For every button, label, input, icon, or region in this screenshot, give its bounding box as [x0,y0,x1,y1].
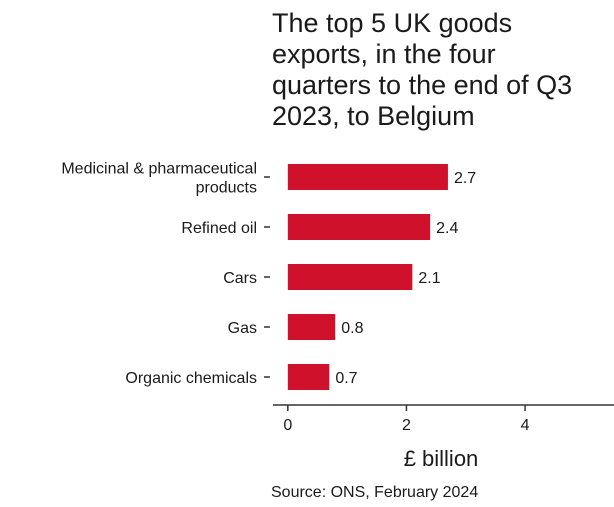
category-label: products [196,180,257,197]
chart-title-line: quarters to the end of Q3 [272,70,573,100]
bar [287,214,431,240]
category-labels-layer: Medicinal & pharmaceutical products Refine… [61,161,270,387]
source-note: Source: ONS, February 2024 [271,484,479,501]
bar [287,314,336,340]
bar-chart: 2.7 2.4 2.1 0.8 0.7 Medicinal & pharmaceutic… [61,161,614,471]
chart-title: The top 5 UK goods exports, in the four … [272,8,602,132]
category-label: Refined oil [181,220,257,237]
category-label: Organic chemicals [125,370,257,387]
x-tick-label: 0 [283,417,292,434]
bar [287,364,330,390]
bar-value-label: 2.1 [418,270,440,287]
bar-value-label: 2.7 [454,170,476,187]
chart-title-line: 2023, to Belgium [272,101,475,131]
x-axis: 0 2 4 [273,404,614,434]
category-label: Medicinal & pharmaceutical [61,161,257,178]
category-label: Cars [223,270,257,287]
bars-layer: 2.7 2.4 2.1 0.8 0.7 [287,164,476,390]
chart-title-line: The top 5 UK goods [272,8,513,38]
x-tick-label: 2 [402,417,411,434]
chart-title-line: exports, in the four [272,39,496,69]
bar-value-label: 0.7 [335,370,357,387]
category-label: Gas [228,320,257,337]
bar-value-label: 2.4 [436,220,458,237]
bar [287,264,413,290]
bar [287,164,448,190]
x-axis-label: £ billion [404,446,479,471]
bar-value-label: 0.8 [341,320,363,337]
x-tick-label: 4 [521,417,530,434]
